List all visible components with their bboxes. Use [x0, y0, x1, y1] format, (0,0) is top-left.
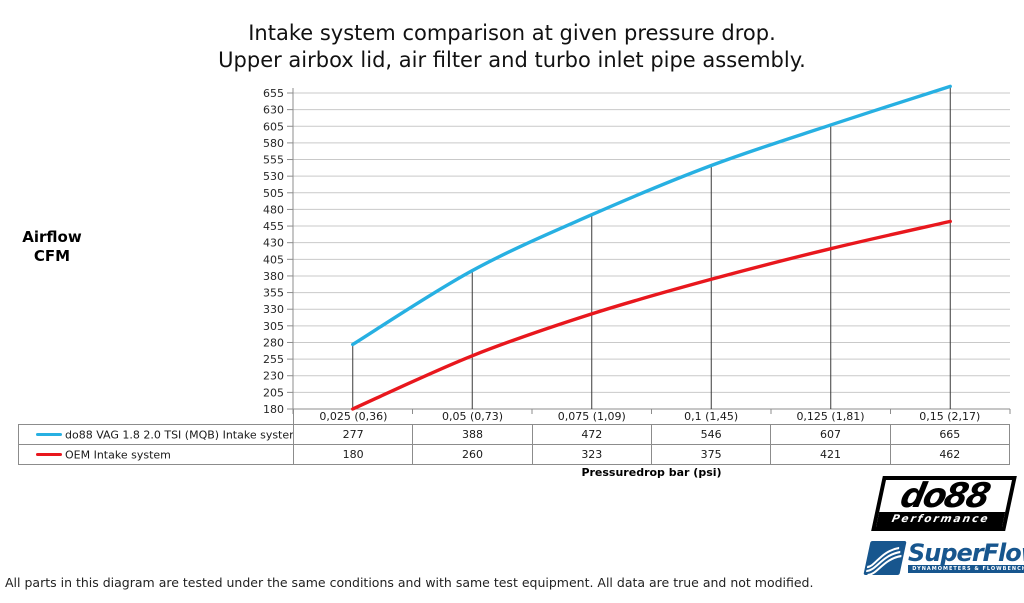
legend-line-swatch [36, 433, 62, 437]
y-tick-label: 555 [263, 154, 284, 167]
legend-series-name: do88 VAG 1.8 2.0 TSI (MQB) Intake system… [65, 428, 293, 442]
x-category-label: 0,075 (1,09) [557, 410, 626, 423]
table-value-cell: 421 [770, 444, 891, 465]
y-tick-label: 305 [263, 320, 284, 333]
superflow-waves-icon [863, 541, 907, 575]
x-category-label: 0,05 (0,73) [441, 410, 504, 423]
do88-logo-box: do88 Performance [871, 476, 1017, 531]
table-value-cell: 180 [292, 444, 414, 465]
table-value-cell: 546 [650, 424, 772, 445]
table-value-cell: 607 [770, 424, 891, 445]
table-value-cell: 277 [292, 424, 414, 445]
table-corner-spacer [19, 409, 294, 425]
chart-title-line1: Intake system comparison at given pressu… [248, 21, 776, 45]
table-value-cell: 665 [889, 424, 1011, 445]
y-axis-title-line1: Airflow [22, 228, 82, 246]
superflow-logo-text: SuperFlow [908, 539, 1024, 567]
y-tick-label: 580 [263, 137, 284, 150]
do88-logo-subtext: Performance [876, 512, 1006, 527]
chart-title-line2: Upper airbox lid, air filter and turbo i… [218, 48, 806, 72]
y-tick-label: 655 [263, 87, 284, 100]
y-tick-label: 605 [263, 120, 284, 133]
series-line-do88 [351, 84, 952, 347]
y-tick-label: 630 [263, 104, 284, 117]
table-value-cell: 323 [531, 444, 652, 465]
x-category-label: 0,025 (0,36) [292, 409, 413, 425]
x-category-label: 0,15 (2,17) [919, 410, 981, 423]
y-tick-label: 355 [263, 287, 284, 300]
y-axis-title: Airflow CFM [0, 228, 104, 266]
series-line-oem [351, 219, 952, 411]
chart-title: Intake system comparison at given pressu… [0, 20, 1024, 74]
y-tick-label: 380 [263, 270, 284, 283]
x-category-label: 0,1 (1,45) [684, 410, 739, 423]
table-value-cell: 388 [412, 424, 533, 445]
y-tick-label: 230 [263, 370, 284, 383]
legend-series-name: OEM Intake system [65, 448, 171, 462]
y-tick-label: 455 [263, 220, 284, 233]
y-axis-title-line2: CFM [33, 247, 71, 265]
do88-logo: do88 Performance [871, 476, 1017, 531]
table-value-cell: 472 [531, 424, 652, 445]
y-tick-label: 530 [263, 170, 284, 183]
superflow-logo: SuperFlow DYNAMOMETERS & FLOWBENCHES [863, 539, 1024, 575]
y-tick-label: 405 [263, 253, 284, 266]
data-table: 0,025 (0,36) 0,05 (0,73) 0,075 (1,09) 0,1 (… [18, 409, 1011, 465]
do88-logo-text: do88 [896, 476, 993, 516]
y-tick-label: 480 [263, 203, 284, 216]
x-category-label: 0,125 (1,81) [796, 410, 865, 423]
y-tick-label: 505 [263, 187, 284, 200]
footer-note: All parts in this diagram are tested und… [5, 575, 814, 590]
table-value-cell: 260 [412, 444, 533, 465]
y-tick-label: 255 [263, 353, 284, 366]
legend-cell: OEM Intake system [18, 444, 294, 465]
y-tick-label: 205 [263, 386, 284, 399]
x-axis-title: Pressuredrop bar (psi) [581, 466, 722, 479]
y-tick-label: 280 [263, 336, 284, 349]
superflow-logo-subtext: DYNAMOMETERS & FLOWBENCHES [908, 565, 1024, 573]
y-tick-label: 180 [263, 403, 284, 416]
y-tick-label: 330 [263, 303, 284, 316]
legend-cell: do88 VAG 1.8 2.0 TSI (MQB) Intake system… [18, 424, 294, 445]
y-tick-label: 430 [263, 237, 284, 250]
table-value-cell: 375 [650, 444, 772, 465]
legend-line-swatch [36, 453, 62, 457]
table-value-cell: 462 [889, 444, 1011, 465]
